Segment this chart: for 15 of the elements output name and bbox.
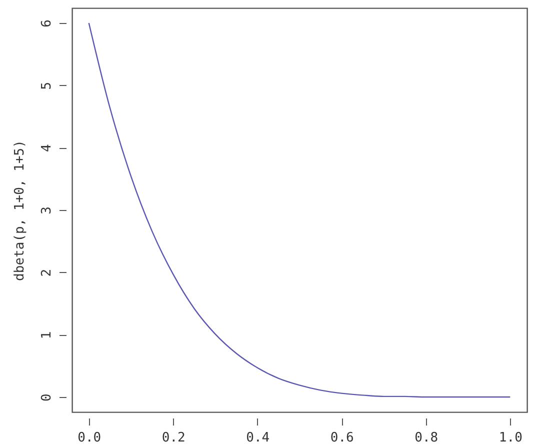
y-tick-label: 5 (40, 82, 54, 90)
y-tick-label: 3 (40, 206, 54, 214)
x-tick-label: 0.0 (78, 430, 102, 446)
x-tick-label: 1.0 (498, 430, 522, 446)
x-tick-label: 0.6 (330, 430, 354, 446)
y-tick-label: 0 (40, 394, 54, 402)
x-tick-label: 0.4 (246, 430, 270, 446)
y-tick-label: 2 (40, 268, 54, 277)
x-tick-label: 0.2 (162, 430, 186, 446)
y-axis-title: dbeta(p, 1+0, 1+5) (12, 140, 28, 281)
y-tick-label: 6 (40, 20, 54, 28)
y-tick-label: 4 (40, 144, 54, 152)
line-series (88, 22, 511, 398)
x-tick-label: 0.8 (414, 430, 438, 446)
y-tick-label: 1 (40, 331, 54, 340)
